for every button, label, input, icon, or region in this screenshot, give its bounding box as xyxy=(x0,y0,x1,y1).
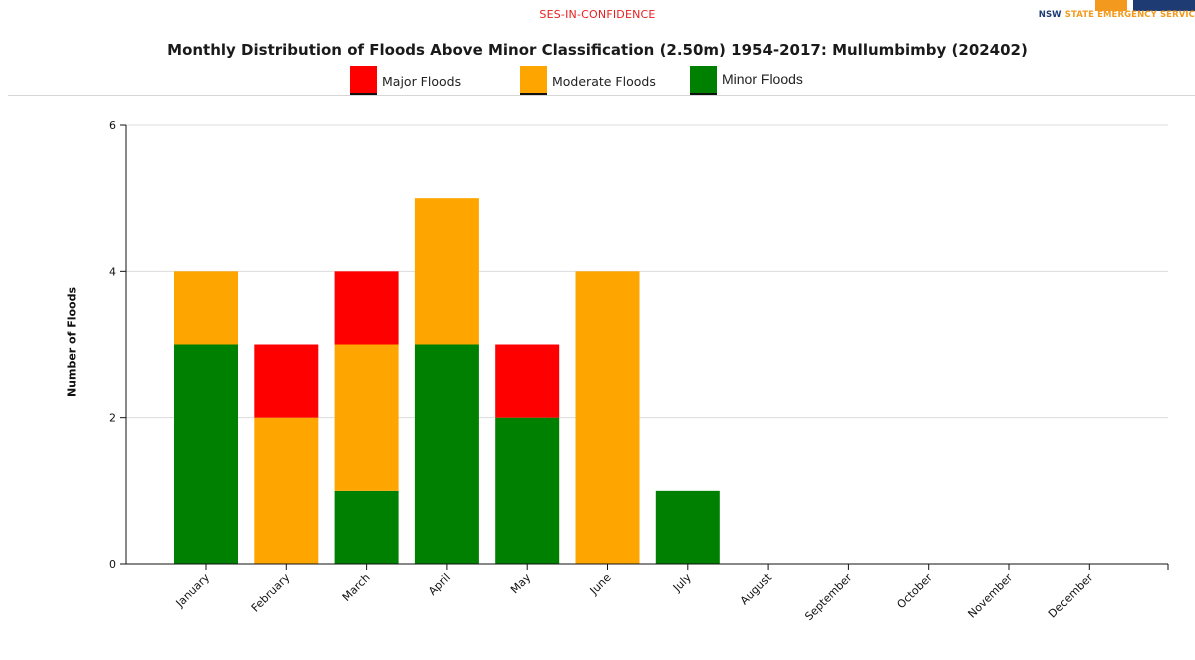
bar-july-minor-floods xyxy=(655,490,720,564)
logo-wordmark-accent: STATE EMERGENCY SERVIC xyxy=(1064,10,1195,20)
x-tick-label-september: September xyxy=(802,571,855,624)
x-tick-label-june: June xyxy=(587,571,614,598)
x-tick-label-october: October xyxy=(894,571,935,612)
y-tick-label-3: 6 xyxy=(109,119,116,132)
legend-swatch-moderate xyxy=(520,66,547,95)
x-tick-label-december: December xyxy=(1046,571,1096,621)
chart-legend: Major Floods Moderate Floods Minor Flood… xyxy=(0,66,1195,96)
logo-wordmark: NSW STATE EMERGENCY SERVIC xyxy=(1039,10,1195,20)
legend-label-major: Major Floods xyxy=(382,74,462,89)
bar-april-minor-floods xyxy=(414,344,479,564)
x-tick-label-january: January xyxy=(173,571,213,611)
header-divider xyxy=(8,95,1195,96)
y-tick-label-0: 0 xyxy=(109,558,116,571)
x-tick-label-november: November xyxy=(965,571,1015,621)
bar-february-major-floods xyxy=(254,344,319,418)
bar-march-minor-floods xyxy=(334,490,399,564)
y-tick-label-2: 4 xyxy=(109,265,116,278)
legend-swatch-major xyxy=(350,66,377,95)
x-tick-label-may: May xyxy=(508,571,534,597)
bar-april-moderate-floods xyxy=(414,198,479,345)
logo-wordmark-prefix: NSW xyxy=(1038,10,1065,20)
bar-march-moderate-floods xyxy=(334,344,399,491)
x-tick-label-august: August xyxy=(738,570,775,607)
x-tick-label-july: July xyxy=(670,571,694,595)
legend-swatch-minor xyxy=(690,66,717,95)
y-tick-label-1: 2 xyxy=(109,412,116,425)
bar-may-minor-floods xyxy=(495,417,560,564)
x-tick-label-march: March xyxy=(340,571,373,604)
x-tick-label-april: April xyxy=(426,571,453,598)
nsw-ses-logo: NSW STATE EMERGENCY SERVIC xyxy=(1005,0,1195,24)
bar-february-moderate-floods xyxy=(254,417,319,564)
bar-march-major-floods xyxy=(334,271,399,345)
legend-label-moderate: Moderate Floods xyxy=(552,74,656,89)
bar-may-major-floods xyxy=(495,344,560,418)
bar-january-moderate-floods xyxy=(174,271,238,345)
chart-title: Monthly Distribution of Floods Above Min… xyxy=(167,41,1028,59)
bar-june-moderate-floods xyxy=(575,271,640,564)
legend-label-minor: Minor Floods xyxy=(722,71,803,87)
confidentiality-marking: SES-IN-CONFIDENCE xyxy=(539,8,656,21)
logo-graphic xyxy=(1010,0,1195,11)
x-tick-label-february: February xyxy=(249,571,293,615)
bar-january-minor-floods xyxy=(174,344,238,564)
